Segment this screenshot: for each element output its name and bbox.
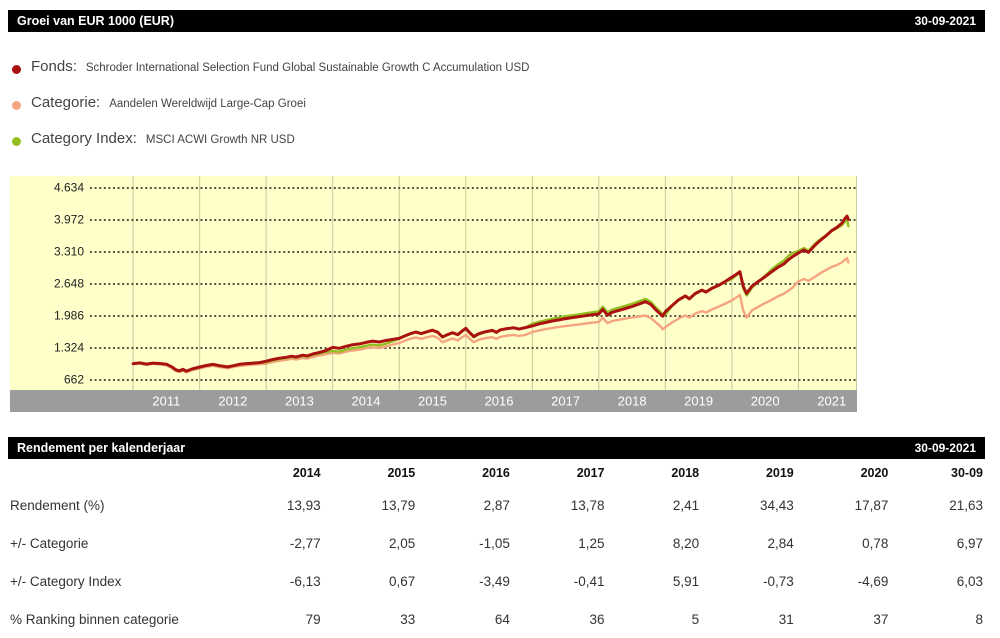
cell: 2,87	[483, 497, 510, 513]
svg-text:2013: 2013	[285, 394, 314, 409]
index-series-dot-icon	[12, 136, 21, 146]
cell: -4,69	[857, 573, 889, 589]
column-header-empty	[8, 460, 228, 486]
cell: 8,20	[672, 535, 700, 551]
legend-label: Category Index:	[31, 130, 137, 147]
column-header-2016: 2016	[482, 466, 510, 480]
svg-text:2015: 2015	[418, 394, 447, 409]
svg-text:2.648: 2.648	[54, 277, 84, 291]
cell: -6,13	[289, 573, 321, 589]
svg-text:3.310: 3.310	[54, 245, 84, 259]
svg-text:2016: 2016	[485, 394, 514, 409]
cell: 13,79	[381, 497, 416, 513]
column-header-2020: 2020	[860, 466, 889, 480]
cell: -0,73	[762, 573, 794, 589]
table-row-plus-minus-category-index: +/- Category Index -6,13 0,67 -3,49 -0,4…	[8, 562, 985, 600]
fund-series-dot-icon	[12, 64, 21, 74]
column-header-2019: 2019	[765, 466, 794, 480]
svg-text:2020: 2020	[751, 394, 780, 409]
cell: 5	[691, 611, 700, 627]
cell: 1,25	[578, 535, 605, 551]
row-label: Rendement (%)	[10, 497, 105, 513]
svg-text:2018: 2018	[618, 394, 647, 409]
row-label: +/- Category Index	[10, 573, 122, 589]
cell: 37	[873, 611, 889, 627]
returns-table: 2014 2015 2016 2017 2018 2019 2020 30-09…	[8, 460, 985, 638]
svg-text:2012: 2012	[218, 394, 247, 409]
cell: -1,05	[479, 535, 510, 551]
cell: 79	[305, 611, 321, 627]
svg-text:3.972: 3.972	[54, 213, 84, 227]
cell: 6,03	[956, 573, 983, 589]
cell: -0,41	[573, 573, 605, 589]
chart-legend: Fonds: Schroder International Selection …	[12, 58, 530, 166]
legend-item-category-index: Category Index: MSCI ACWI Growth NR USD	[12, 130, 530, 152]
growth-title: Groei van EUR 1000 (EUR)	[17, 14, 174, 28]
returns-title: Rendement per kalenderjaar	[17, 441, 186, 455]
legend-value: Aandelen Wereldwijd Large-Cap Groei	[109, 97, 306, 110]
table-row-plus-minus-categorie: +/- Categorie -2,77 2,05 -1,05 1,25 8,20…	[8, 524, 985, 562]
column-header-2014: 2014	[292, 466, 321, 480]
cell: -2,77	[289, 535, 321, 551]
svg-text:1.324: 1.324	[54, 341, 84, 355]
legend-label: Categorie:	[31, 94, 101, 111]
cell: 31	[778, 611, 794, 627]
legend-item-categorie: Categorie: Aandelen Wereldwijd Large-Cap…	[12, 94, 530, 116]
table-row-rendement: Rendement (%) 13,93 13,79 2,87 13,78 2,4…	[8, 486, 985, 524]
growth-chart: 2011 2012 2013 2014 2015 2016 2017 2018 2019 2020…	[10, 176, 857, 412]
svg-text:2014: 2014	[352, 394, 381, 409]
column-header-2018: 2018	[671, 466, 700, 480]
cell: 33	[400, 611, 416, 627]
legend-label: Fonds:	[31, 58, 77, 75]
cell: 36	[589, 611, 605, 627]
table-row-ranking: % Ranking binnen categorie 79 33 64 36 5…	[8, 600, 985, 638]
growth-date: 30-09-2021	[914, 14, 976, 28]
cell: 17,87	[854, 497, 889, 513]
legend-item-fonds: Fonds: Schroder International Selection …	[12, 58, 530, 80]
row-label: % Ranking binnen categorie	[10, 611, 179, 627]
table-header-row: 2014 2015 2016 2017 2018 2019 2020 30-09	[8, 460, 985, 486]
row-label: +/- Categorie	[10, 535, 89, 551]
cell: 5,91	[672, 573, 700, 589]
svg-text:2017: 2017	[551, 394, 580, 409]
cell: 2,05	[388, 535, 416, 551]
returns-date: 30-09-2021	[914, 441, 976, 455]
returns-header-bar: Rendement per kalenderjaar 30-09-2021	[8, 437, 985, 459]
svg-text:2011: 2011	[152, 394, 180, 409]
column-header-2017: 2017	[576, 466, 605, 480]
svg-text:2019: 2019	[684, 394, 713, 409]
column-header-2015: 2015	[387, 466, 416, 480]
cell: 6,97	[956, 535, 983, 551]
cell: 13,78	[570, 497, 605, 513]
cell: 0,78	[862, 535, 889, 551]
svg-text:2021: 2021	[817, 394, 846, 409]
legend-value: MSCI ACWI Growth NR USD	[145, 133, 295, 146]
column-header-30-09: 30-09	[951, 466, 983, 480]
growth-header-bar: Groei van EUR 1000 (EUR) 30-09-2021	[8, 10, 985, 32]
cell: 2,84	[767, 535, 794, 551]
svg-text:4.634: 4.634	[54, 181, 84, 195]
cell: 13,93	[286, 497, 321, 513]
legend-value: Schroder International Selection Fund Gl…	[85, 61, 530, 74]
cell: 8	[975, 611, 983, 627]
growth-chart-svg: 2011 2012 2013 2014 2015 2016 2017 2018 2019 2020…	[10, 176, 857, 412]
svg-text:662: 662	[64, 373, 84, 387]
svg-text:1.986: 1.986	[54, 309, 84, 323]
category-series-dot-icon	[12, 100, 21, 110]
cell: 64	[494, 611, 510, 627]
cell: 21,63	[949, 497, 983, 513]
cell: -3,49	[479, 573, 510, 589]
cell: 2,41	[672, 497, 700, 513]
cell: 34,43	[759, 497, 794, 513]
cell: 0,67	[388, 573, 416, 589]
